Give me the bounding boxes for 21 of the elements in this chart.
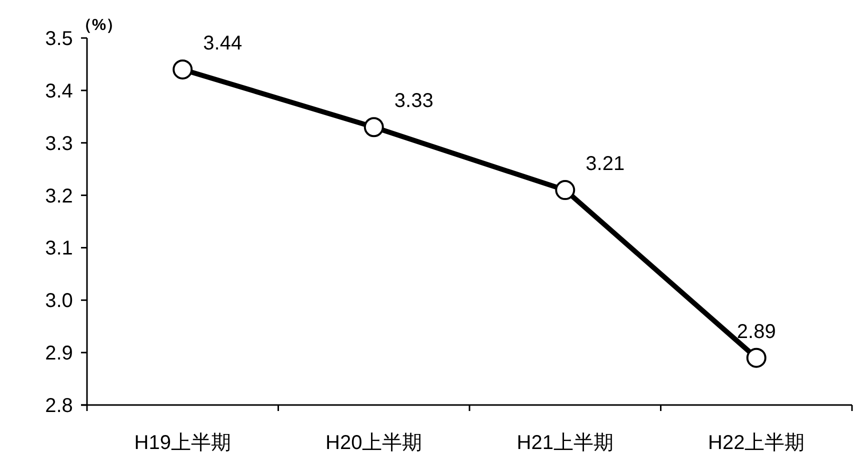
point xyxy=(172,59,193,80)
data-label: 3.21 xyxy=(586,153,625,176)
x-tick-label: H20上半期 xyxy=(326,432,422,454)
data-label: 3.44 xyxy=(203,32,242,54)
text: 3.2 xyxy=(45,185,73,208)
data-label: 3.33 xyxy=(394,90,434,112)
text: 3.0 xyxy=(45,290,73,312)
x-tick-label: H19上半期 xyxy=(134,432,231,454)
text: 3.4 xyxy=(45,80,73,102)
y-axis-title: （%） xyxy=(76,17,122,34)
text: 3.1 xyxy=(45,238,73,260)
data-label: 2.89 xyxy=(736,320,776,343)
text: 3.5 xyxy=(45,28,73,50)
text: 3.3 xyxy=(45,132,73,155)
text: 2.9 xyxy=(45,342,73,365)
point xyxy=(746,348,766,368)
x-tick-label: H22上半期 xyxy=(708,432,805,454)
point xyxy=(555,180,576,200)
point xyxy=(364,117,384,138)
text: 2.8 xyxy=(45,395,73,417)
x-tick-label: H21上半期 xyxy=(516,432,614,454)
